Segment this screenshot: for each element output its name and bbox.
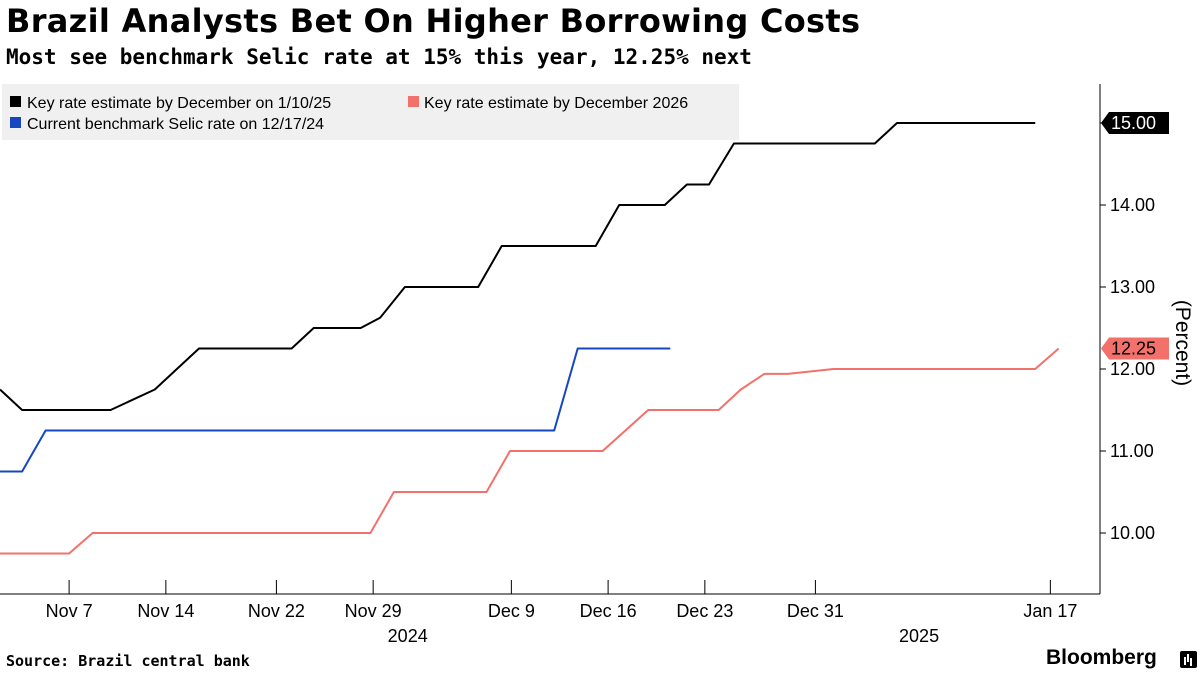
y-tick-label: 11.00 <box>1110 441 1154 461</box>
x-tick-label: Nov 29 <box>345 601 402 621</box>
legend-background <box>2 84 739 140</box>
legend-label-1: Key rate estimate by December 2026 <box>424 95 688 112</box>
y-axis-label: (Percent) <box>1171 300 1194 386</box>
end-label-text-0: 15.00 <box>1111 113 1156 133</box>
y-tick-label: 12.00 <box>1110 359 1155 379</box>
series-line-0 <box>0 122 1036 411</box>
x-tick-label: Dec 23 <box>676 601 733 621</box>
x-axis-ticks: Nov 7 Nov 14 Nov 22 Nov 29 Dec 9 Dec 16 Dec 23… <box>46 580 1077 646</box>
terminal-icon <box>1180 651 1197 668</box>
y-tick-label: 10.00 <box>1110 523 1155 543</box>
x-year-label: 2025 <box>899 626 939 646</box>
series-line-1 <box>0 347 1060 555</box>
x-tick-label: Nov 14 <box>137 601 194 621</box>
x-tick-label: Jan 17 <box>1023 601 1077 621</box>
chart-title: Brazil Analysts Bet On Higher Borrowing … <box>6 2 861 40</box>
x-tick-label: Dec 9 <box>488 601 535 621</box>
end-labels: 15.00 12.25 <box>1101 112 1169 360</box>
end-label-tag-0 <box>1101 112 1169 134</box>
series-lines <box>0 122 1060 555</box>
series-line-2 <box>0 347 671 473</box>
legend-swatch-0 <box>10 96 21 107</box>
legend-label-2: Current benchmark Selic rate on 12/17/24 <box>27 116 324 133</box>
end-label-text-1: 12.25 <box>1111 339 1156 359</box>
bloomberg-logo: Bloomberg <box>1046 646 1157 669</box>
y-tick-label: 14.00 <box>1110 195 1155 215</box>
x-tick-label: Dec 31 <box>787 601 844 621</box>
x-tick-label: Nov 7 <box>46 601 93 621</box>
chart-subtitle: Most see benchmark Selic rate at 15% thi… <box>6 45 752 69</box>
y-axis-ticks: 10.00 11.00 12.00 13.00 14.00 15.00 <box>1100 113 1155 543</box>
x-year-label: 2024 <box>388 626 428 646</box>
y-tick-label: 13.00 <box>1110 277 1155 297</box>
source-note: Source: Brazil central bank <box>6 652 250 670</box>
legend-swatch-2 <box>10 117 21 128</box>
legend-label-0: Key rate estimate by December on 1/10/25 <box>27 95 331 112</box>
x-tick-label: Dec 16 <box>580 601 637 621</box>
legend-swatch-1 <box>408 96 419 107</box>
end-label-tag-1 <box>1101 337 1169 360</box>
x-tick-label: Nov 22 <box>248 601 305 621</box>
